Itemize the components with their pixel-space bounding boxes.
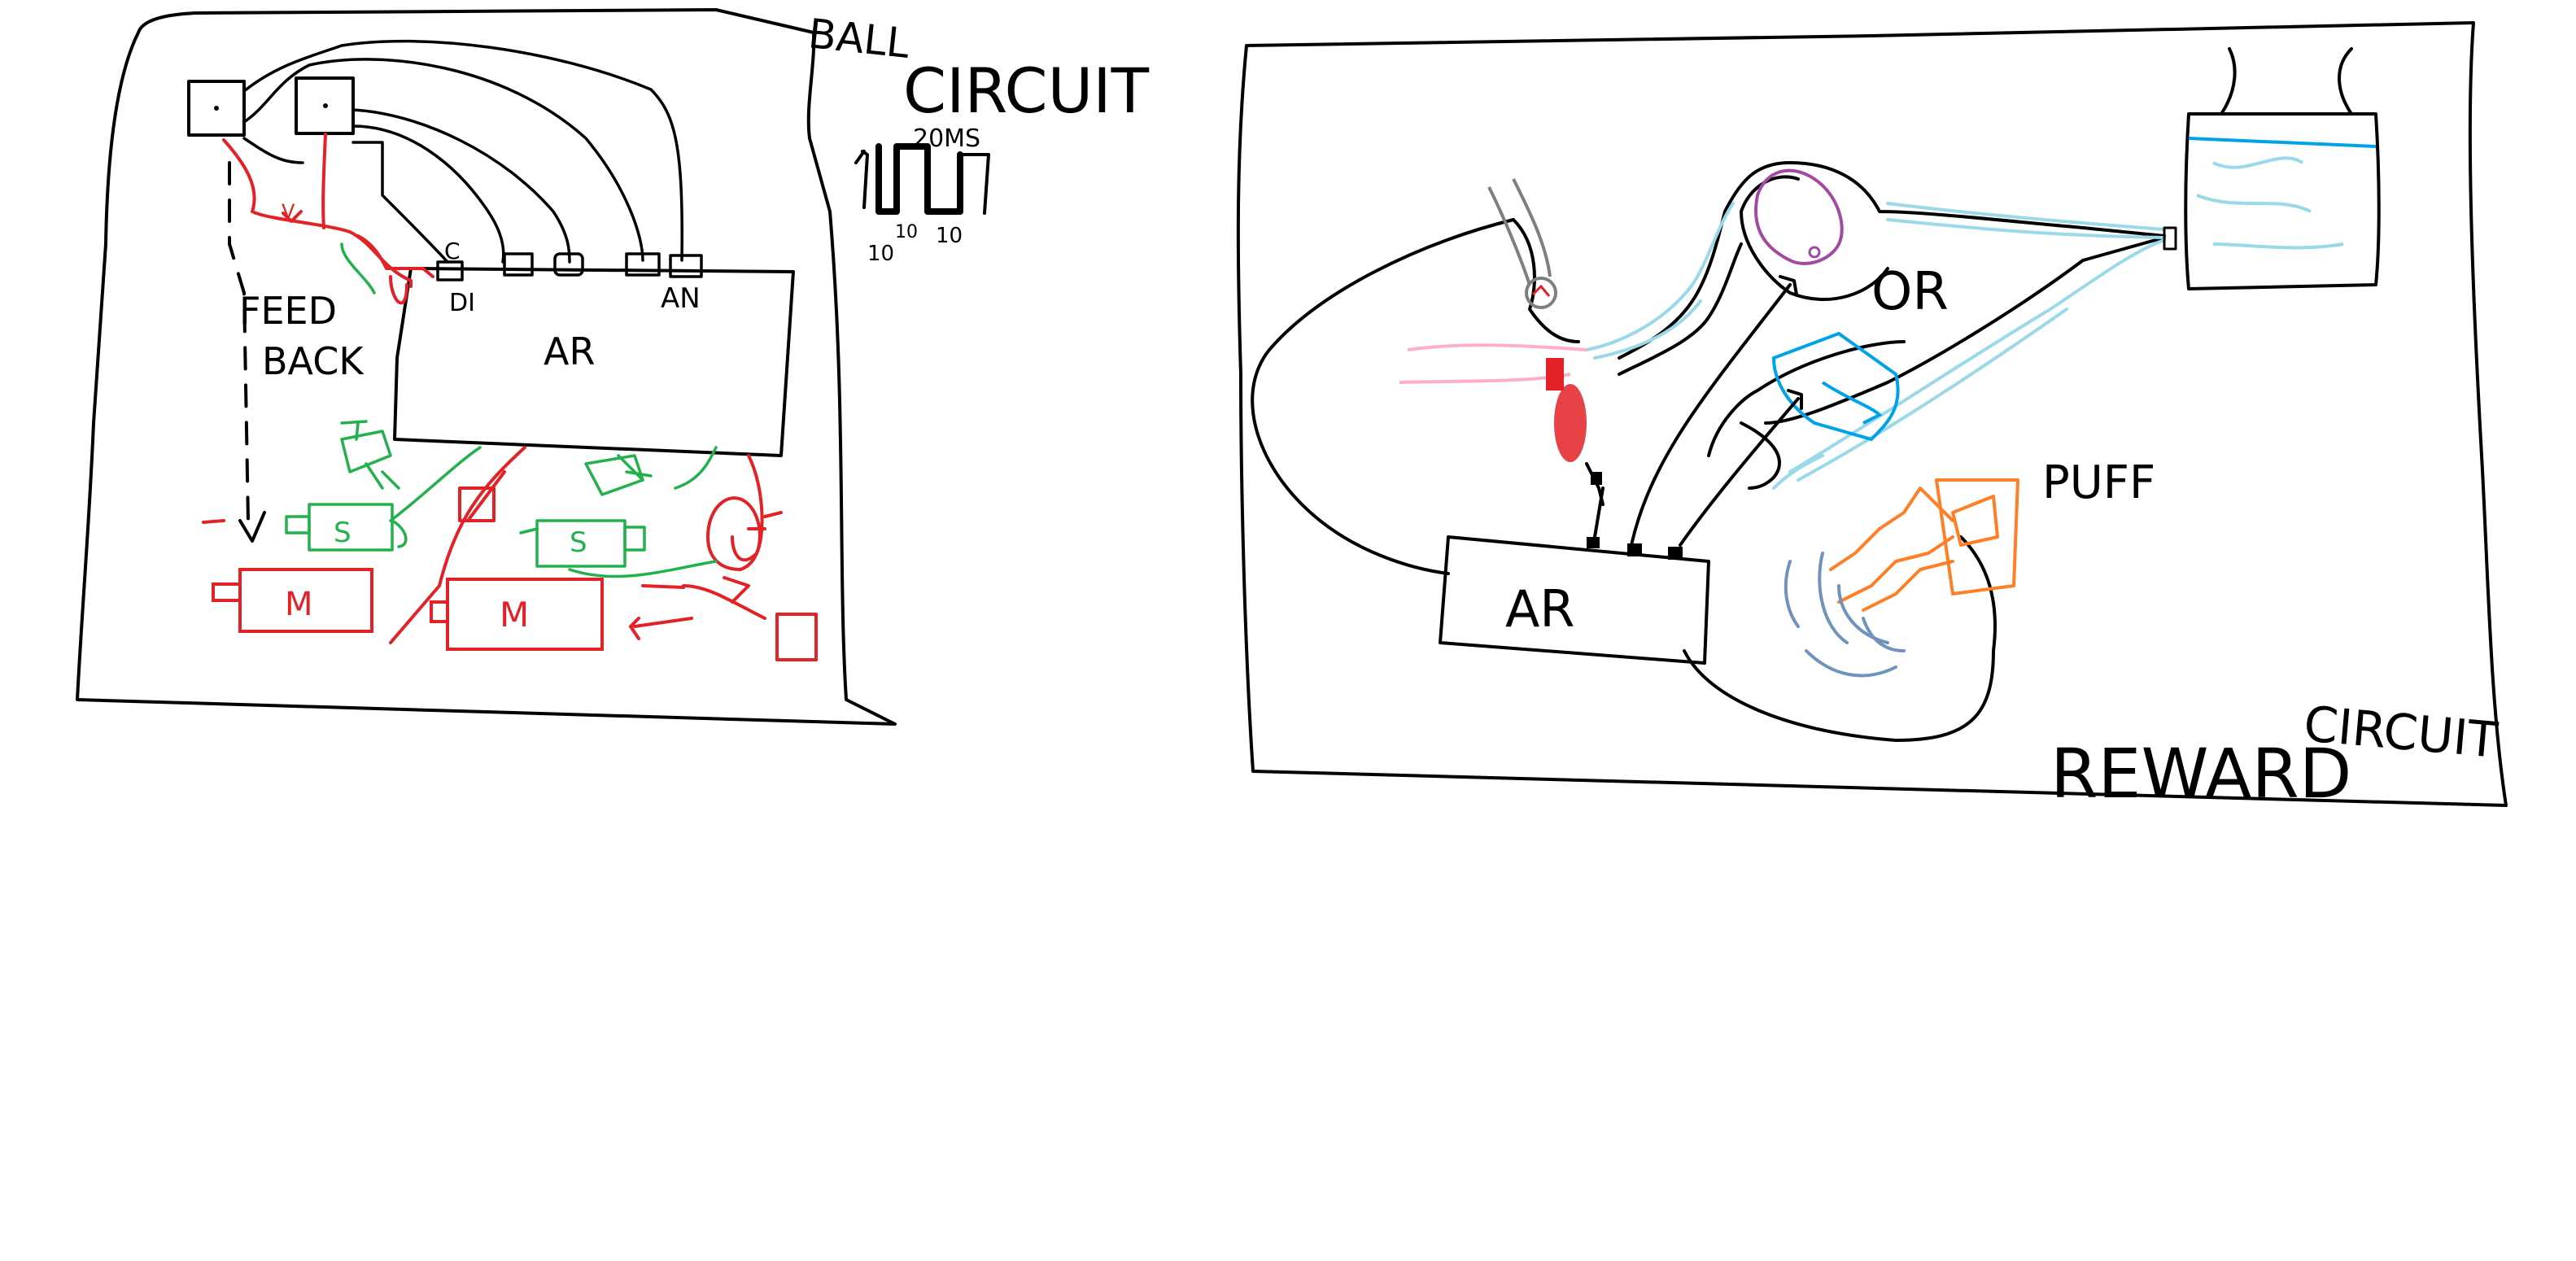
wire-v-label: V (282, 200, 295, 223)
ball-board-label: AR (544, 329, 595, 373)
pin-box-3 (553, 252, 584, 277)
reward-pin-2 (1627, 543, 1642, 556)
whisker-tip (1531, 284, 1551, 297)
sensor-box-1-dot (214, 106, 219, 111)
red-led (1546, 358, 1605, 506)
servo-1-label: S (334, 517, 351, 549)
feedback-arrow-line (228, 161, 250, 522)
feedback-label-1: FEED (239, 289, 337, 333)
mouse-snout-inner (1740, 175, 1889, 301)
timing-right: 10 (936, 224, 963, 248)
reward-panel-outline (1236, 21, 2508, 807)
reward-circuit-panel: OR AR (1236, 21, 2508, 814)
pin-c-box (436, 260, 464, 281)
pin-an-box (669, 254, 703, 278)
feedback-label-2: BACK (262, 339, 365, 383)
reward-pin-1 (1587, 537, 1600, 548)
servos (285, 242, 718, 578)
water-tubes (1585, 202, 2166, 490)
servo-2-tab (623, 526, 646, 552)
puff-device (1829, 478, 2019, 612)
or-dot (1808, 246, 1821, 259)
puff-label: PUFF (2042, 456, 2155, 509)
motors (212, 568, 604, 651)
motor-2-label: M (500, 595, 529, 635)
mouse-head-outline (1618, 161, 2166, 490)
feedback-arrow-head (238, 511, 266, 543)
mouse-body-outline (1251, 218, 1997, 742)
ball-title-large: CIRCUIT (903, 55, 1150, 127)
ball-title-small: BALL (806, 10, 912, 68)
pin-an-label: AN (661, 282, 701, 315)
reward-arduino-board (1439, 535, 1710, 665)
reward-board-label: AR (1505, 579, 1575, 639)
pin-box-2 (503, 252, 534, 277)
servo-1-tab (285, 515, 311, 535)
pin-c-label: C (444, 238, 461, 264)
timing-mid: 10 (895, 222, 918, 242)
motor-1-shaft (212, 583, 242, 602)
sensor-box-1 (187, 80, 246, 137)
blue-region (1771, 331, 1900, 442)
reward-pin-3 (1668, 547, 1683, 560)
black-cables (242, 39, 683, 264)
reward-arrows (1593, 275, 1803, 547)
blue-region-inner (1821, 381, 1883, 425)
red-wires (202, 133, 818, 661)
reward-title-1: REWARD (2050, 734, 2351, 814)
sensor-box-2-dot (323, 103, 328, 108)
water-bottle (2163, 47, 2381, 290)
motor-1-label: M (285, 586, 313, 623)
pin-di-label: DI (449, 289, 475, 317)
mouse-arm-outline (1512, 218, 1580, 343)
sound-waves (1784, 552, 1906, 678)
ball-circuit-panel: BALL CIRCUIT 20MS 10 10 10 FEED BACK AR … (76, 8, 1150, 726)
pin-box-4 (625, 252, 661, 277)
ball-arduino-board (393, 267, 795, 457)
gray-whisker (1487, 178, 1557, 309)
timing-left: 10 (867, 242, 894, 266)
timing-diagram (854, 143, 990, 215)
bottle-nozzle (2163, 226, 2177, 251)
motor-2-shaft (430, 600, 449, 623)
ball-panel-outline (76, 8, 897, 726)
or-label: OR (1871, 262, 1949, 322)
or-region (1754, 168, 1844, 265)
servo-2-label: S (570, 526, 587, 559)
